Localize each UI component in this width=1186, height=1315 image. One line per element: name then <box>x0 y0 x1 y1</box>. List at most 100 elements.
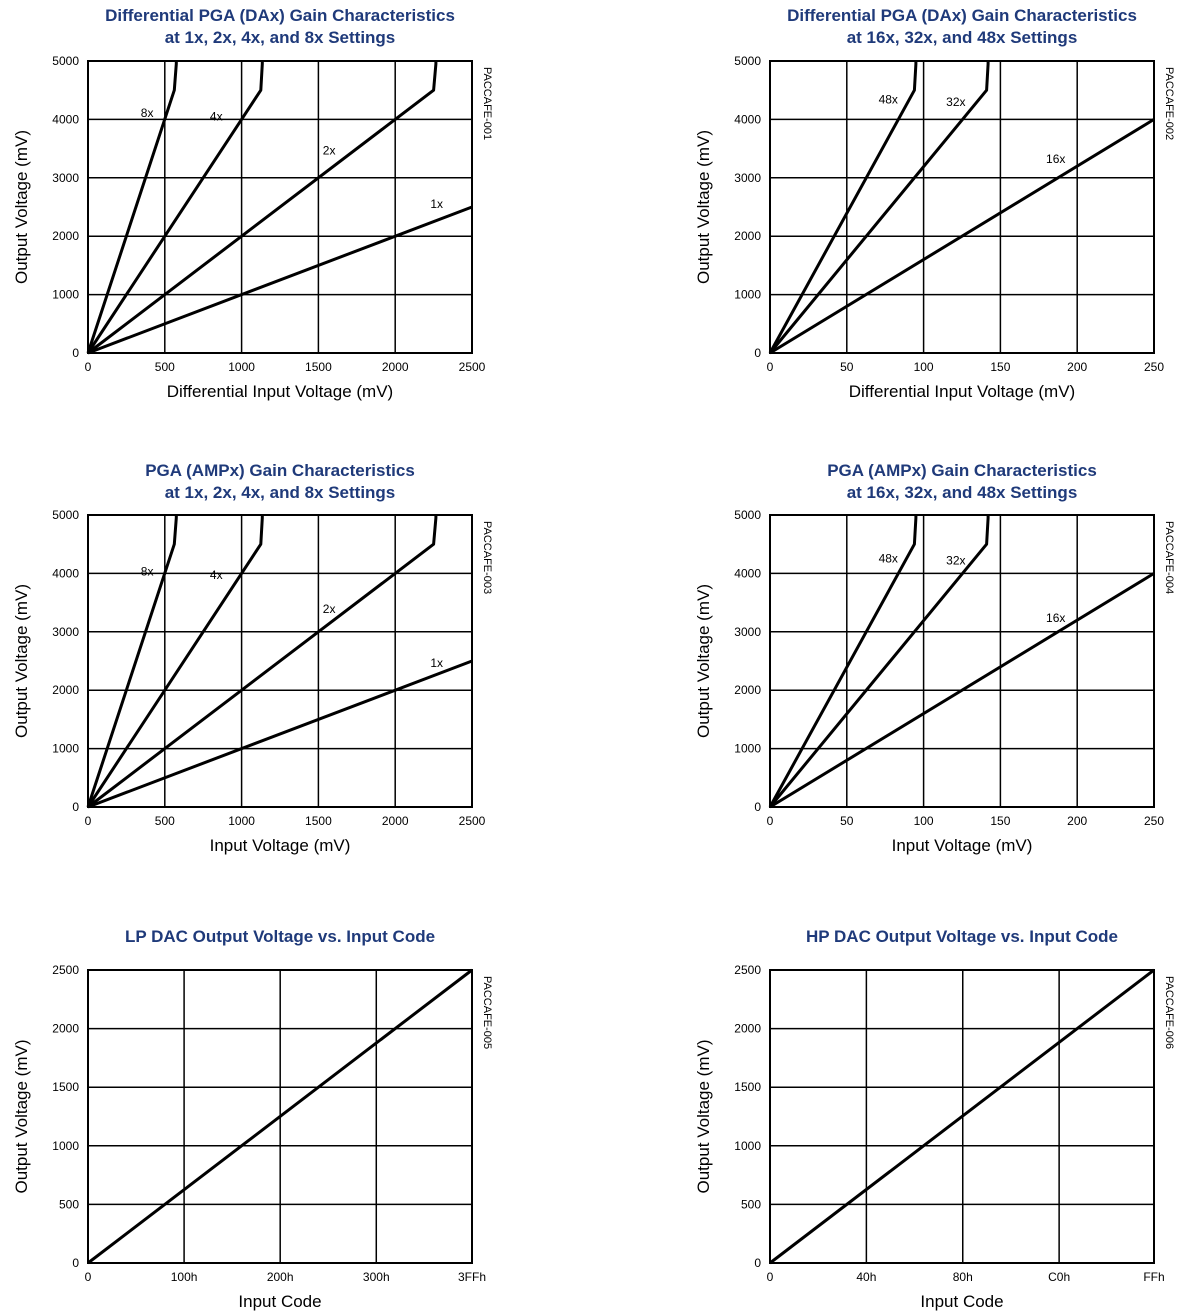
chart-5-figure-id: PACCAFE-005 <box>481 976 493 1049</box>
chart-6-y-tick-label: 0 <box>754 1256 761 1270</box>
chart-4-title-line-1: PGA (AMPx) Gain Characteristics <box>827 461 1097 480</box>
chart-6-x-tick-label: FFh <box>1143 1270 1164 1284</box>
chart-3-y-tick-label: 1000 <box>52 742 79 756</box>
chart-1-group: Differential PGA (DAx) Gain Characterist… <box>12 6 493 401</box>
chart-3-figure-id: PACCAFE-003 <box>481 521 493 594</box>
chart-2-series-label-16x: 16x <box>1046 152 1065 166</box>
chart-6-group: HP DAC Output Voltage vs. Input Code 0 40h… <box>694 927 1175 1311</box>
chart-6-x-tick-label: 40h <box>856 1270 876 1284</box>
chart-5-y-tick-label: 1000 <box>52 1139 79 1153</box>
chart-4-series-label-48x: 48x <box>879 551 898 565</box>
chart-3-x-axis-label: Input Voltage (mV) <box>210 836 351 855</box>
chart-2-y-tick-label: 3000 <box>734 171 761 185</box>
chart-1-series-1x <box>88 207 472 353</box>
chart-4-y-tick-label: 4000 <box>734 566 761 580</box>
chart-5-x-tick-label: 0 <box>85 1270 92 1284</box>
chart-4-y-tick-label: 2000 <box>734 683 761 697</box>
chart-4-y-tick-label: 3000 <box>734 625 761 639</box>
chart-3-series-label-4x: 4x <box>210 568 223 582</box>
chart-6-x-tick-label: 0 <box>767 1270 774 1284</box>
chart-6-x-axis-label: Input Code <box>920 1292 1003 1311</box>
chart-1-series-label-2x: 2x <box>323 143 336 157</box>
chart-2-x-axis-label: Differential Input Voltage (mV) <box>849 382 1075 401</box>
chart-2-series-label-48x: 48x <box>879 93 898 107</box>
chart-4-x-tick-label: 200 <box>1067 814 1087 828</box>
chart-3-x-tick-label: 2500 <box>459 814 486 828</box>
chart-3-title-line-2: at 1x, 2x, 4x, and 8x Settings <box>165 483 396 502</box>
chart-3-x-tick-label: 0 <box>85 814 92 828</box>
chart-6-y-tick-label: 500 <box>741 1197 761 1211</box>
chart-4-series-label-32x: 32x <box>946 554 965 568</box>
chart-4-figure-id: PACCAFE-004 <box>1163 521 1175 594</box>
chart-1-series-4x <box>88 61 262 353</box>
chart-4-y-tick-label: 0 <box>754 800 761 814</box>
chart-2-title-line-1: Differential PGA (DAx) Gain Characterist… <box>787 6 1137 25</box>
chart-2-x-tick-label: 50 <box>840 360 854 374</box>
chart-1-x-tick-label: 0 <box>85 360 92 374</box>
chart-6-x-tick-label: C0h <box>1048 1270 1070 1284</box>
chart-3-y-tick-label: 5000 <box>52 508 79 522</box>
chart-6-y-tick-label: 1000 <box>734 1139 761 1153</box>
chart-4-y-tick-label: 1000 <box>734 742 761 756</box>
chart-1-x-tick-label: 2500 <box>459 360 486 374</box>
chart-3-y-tick-label: 3000 <box>52 625 79 639</box>
chart-2-title-line-2: at 16x, 32x, and 48x Settings <box>847 28 1078 47</box>
chart-2-x-tick-label: 200 <box>1067 360 1087 374</box>
chart-1-x-tick-label: 500 <box>155 360 175 374</box>
chart-4-y-tick-label: 5000 <box>734 508 761 522</box>
chart-1-x-tick-label: 2000 <box>382 360 409 374</box>
chart-2-x-tick-label: 150 <box>990 360 1010 374</box>
chart-3-x-tick-label: 1500 <box>305 814 332 828</box>
chart-3-series-label-2x: 2x <box>323 602 336 616</box>
chart-1-series-label-1x: 1x <box>430 197 443 211</box>
chart-1-y-tick-label: 1000 <box>52 288 79 302</box>
chart-2-series-label-32x: 32x <box>946 95 965 109</box>
chart-3-series-4x <box>88 515 262 807</box>
chart-3-y-tick-label: 2000 <box>52 683 79 697</box>
chart-5-y-tick-label: 0 <box>72 1256 79 1270</box>
chart-2-x-tick-label: 100 <box>914 360 934 374</box>
chart-2-figure-id: PACCAFE-002 <box>1163 67 1175 140</box>
chart-3-group: PGA (AMPx) Gain Characteristics at 1x, 2x… <box>12 461 493 855</box>
chart-5-y-tick-label: 500 <box>59 1197 79 1211</box>
chart-6-y-tick-label: 2000 <box>734 1022 761 1036</box>
chart-2-y-tick-label: 1000 <box>734 288 761 302</box>
chart-6-series-line <box>770 970 1154 1263</box>
chart-6-x-tick-label: 80h <box>953 1270 973 1284</box>
chart-1-x-tick-label: 1000 <box>228 360 255 374</box>
chart-6-figure-id: PACCAFE-006 <box>1163 976 1175 1049</box>
chart-4-x-axis-label: Input Voltage (mV) <box>892 836 1033 855</box>
chart-6-y-tick-label: 1500 <box>734 1080 761 1094</box>
chart-1-x-tick-label: 1500 <box>305 360 332 374</box>
chart-6-title-line-1: HP DAC Output Voltage vs. Input Code <box>806 927 1118 946</box>
chart-5-x-axis-label: Input Code <box>238 1292 321 1311</box>
chart-4-y-axis-label: Output Voltage (mV) <box>694 584 713 738</box>
chart-5-x-tick-label: 100h <box>171 1270 198 1284</box>
chart-4-title-line-2: at 16x, 32x, and 48x Settings <box>847 483 1078 502</box>
chart-1-series-label-4x: 4x <box>210 110 223 124</box>
chart-2-y-axis-label: Output Voltage (mV) <box>694 130 713 284</box>
chart-3-x-tick-label: 1000 <box>228 814 255 828</box>
chart-5-y-tick-label: 1500 <box>52 1080 79 1094</box>
chart-3-x-tick-label: 500 <box>155 814 175 828</box>
chart-4-x-tick-label: 50 <box>840 814 854 828</box>
chart-2-y-tick-label: 5000 <box>734 54 761 68</box>
chart-1-title-line-1: Differential PGA (DAx) Gain Characterist… <box>105 6 455 25</box>
chart-1-figure-id: PACCAFE-001 <box>481 67 493 140</box>
chart-3-series-label-8x: 8x <box>141 565 154 579</box>
chart-1-series-8x <box>88 61 176 353</box>
chart-1-y-axis-label: Output Voltage (mV) <box>12 130 31 284</box>
chart-3-title-line-1: PGA (AMPx) Gain Characteristics <box>145 461 415 480</box>
chart-3-series-label-1x: 1x <box>430 656 443 670</box>
chart-5-x-tick-label: 3FFh <box>458 1270 486 1284</box>
chart-5-y-tick-label: 2000 <box>52 1022 79 1036</box>
chart-5-group: LP DAC Output Voltage vs. Input Code 0 100… <box>12 927 493 1311</box>
chart-1-x-axis-label: Differential Input Voltage (mV) <box>167 382 393 401</box>
chart-4-series-label-16x: 16x <box>1046 611 1065 625</box>
chart-4-x-tick-label: 100 <box>914 814 934 828</box>
chart-5-title-line-1: LP DAC Output Voltage vs. Input Code <box>125 927 435 946</box>
chart-4-x-tick-label: 250 <box>1144 814 1164 828</box>
chart-5-y-axis-label: Output Voltage (mV) <box>12 1039 31 1193</box>
chart-1-y-tick-label: 2000 <box>52 229 79 243</box>
